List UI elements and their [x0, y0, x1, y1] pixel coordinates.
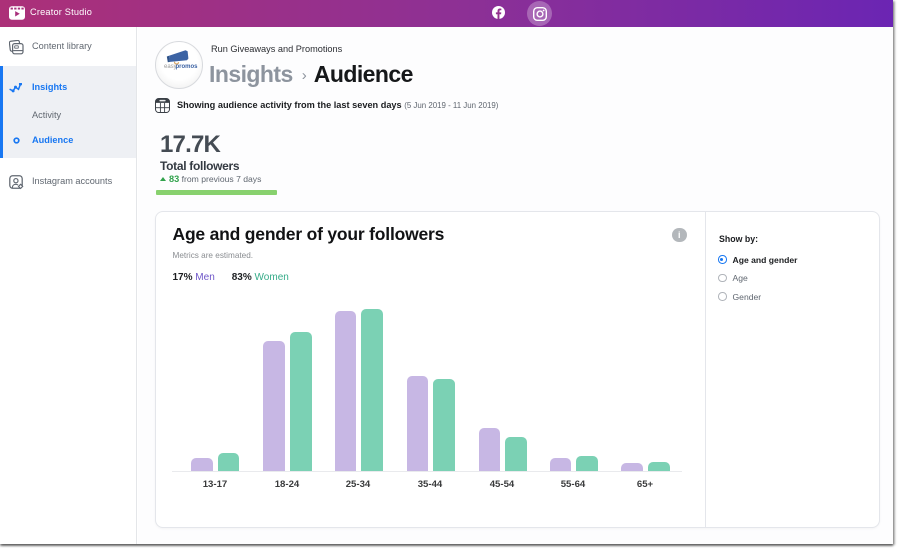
- svg-text:promos: promos: [176, 64, 199, 70]
- svg-text:easy: easy: [164, 64, 177, 70]
